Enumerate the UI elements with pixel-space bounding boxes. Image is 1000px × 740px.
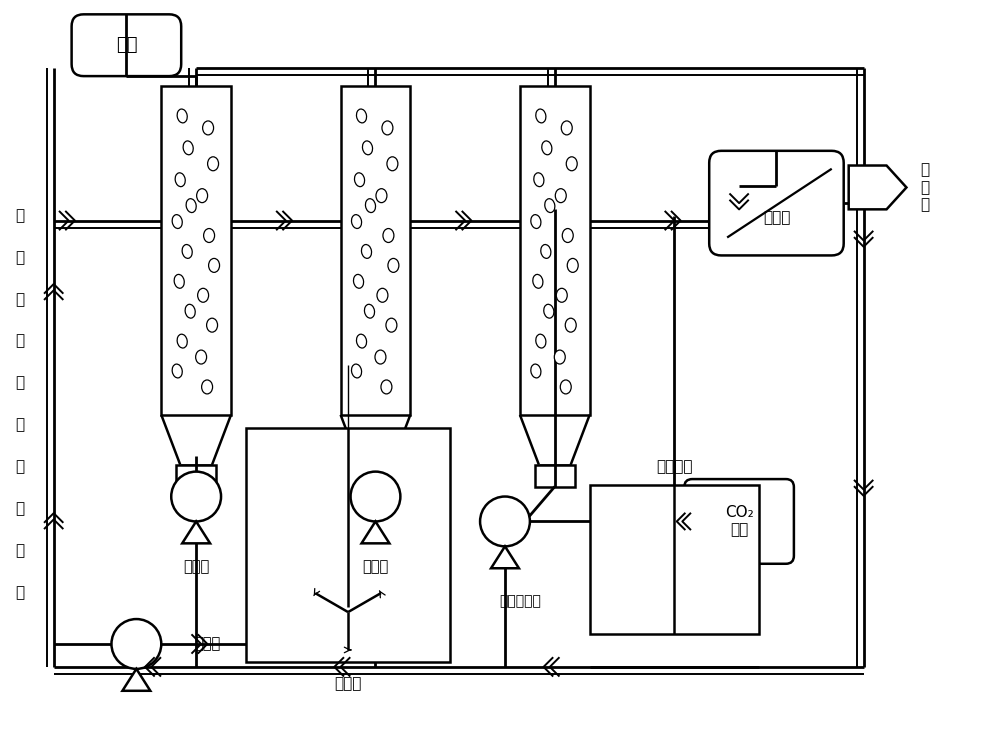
Ellipse shape: [531, 364, 541, 378]
Text: 反: 反: [15, 501, 24, 516]
Ellipse shape: [351, 364, 362, 378]
Polygon shape: [362, 522, 389, 543]
Circle shape: [111, 619, 161, 669]
Ellipse shape: [202, 380, 213, 394]
Text: 式: 式: [15, 375, 24, 391]
Polygon shape: [182, 522, 210, 543]
Ellipse shape: [174, 275, 184, 289]
Ellipse shape: [365, 199, 376, 212]
Ellipse shape: [351, 215, 362, 229]
Ellipse shape: [356, 334, 367, 348]
Bar: [356, 465, 395, 487]
Bar: [246, 428, 450, 662]
Text: 器: 器: [15, 585, 24, 599]
Ellipse shape: [172, 364, 182, 378]
Bar: [176, 465, 216, 487]
Bar: [161, 86, 231, 415]
Ellipse shape: [377, 289, 388, 302]
Text: 多: 多: [15, 208, 24, 223]
Text: 泥浆泵: 泥浆泵: [362, 559, 389, 574]
Ellipse shape: [554, 350, 565, 364]
Ellipse shape: [361, 244, 372, 258]
Ellipse shape: [560, 380, 571, 394]
FancyBboxPatch shape: [72, 14, 181, 76]
Ellipse shape: [565, 318, 576, 332]
Ellipse shape: [354, 173, 365, 186]
Text: 泥浆泵: 泥浆泵: [183, 559, 209, 574]
Text: 碳
酸
钙: 碳 酸 钙: [920, 163, 930, 212]
Ellipse shape: [541, 244, 551, 258]
Ellipse shape: [183, 141, 193, 155]
Bar: [590, 485, 759, 634]
Polygon shape: [122, 669, 150, 691]
Ellipse shape: [375, 350, 386, 364]
Ellipse shape: [531, 215, 541, 229]
Ellipse shape: [562, 229, 573, 243]
Text: 泥浆泵: 泥浆泵: [194, 636, 220, 651]
Polygon shape: [849, 166, 906, 209]
Ellipse shape: [534, 173, 544, 186]
Ellipse shape: [203, 121, 214, 135]
Ellipse shape: [545, 199, 555, 212]
Ellipse shape: [175, 173, 185, 186]
Text: 级: 级: [15, 250, 24, 265]
Ellipse shape: [185, 304, 195, 318]
Ellipse shape: [196, 350, 207, 364]
Ellipse shape: [388, 258, 399, 272]
Ellipse shape: [383, 229, 394, 243]
Text: 热交换器: 热交换器: [656, 459, 693, 474]
Ellipse shape: [387, 157, 398, 171]
Ellipse shape: [186, 199, 196, 212]
Ellipse shape: [376, 189, 387, 203]
Text: 流: 流: [15, 334, 24, 349]
Polygon shape: [491, 546, 519, 568]
Ellipse shape: [364, 304, 375, 318]
Ellipse shape: [177, 109, 187, 123]
Ellipse shape: [182, 244, 192, 258]
Text: 气力输送泵: 气力输送泵: [499, 594, 541, 608]
Ellipse shape: [555, 189, 566, 203]
Ellipse shape: [542, 141, 552, 155]
Text: 射: 射: [15, 292, 24, 307]
Ellipse shape: [362, 141, 373, 155]
Ellipse shape: [356, 109, 367, 123]
Ellipse shape: [204, 229, 215, 243]
Ellipse shape: [353, 275, 364, 289]
Circle shape: [171, 471, 221, 522]
Ellipse shape: [536, 109, 546, 123]
Circle shape: [480, 497, 530, 546]
Ellipse shape: [566, 157, 577, 171]
Circle shape: [351, 471, 400, 522]
Bar: [520, 86, 590, 415]
Text: 应: 应: [15, 543, 24, 558]
FancyBboxPatch shape: [684, 479, 794, 564]
Bar: [535, 465, 575, 487]
Ellipse shape: [198, 289, 209, 302]
Ellipse shape: [382, 121, 393, 135]
Ellipse shape: [536, 334, 546, 348]
Ellipse shape: [197, 189, 208, 203]
Ellipse shape: [208, 157, 219, 171]
Ellipse shape: [381, 380, 392, 394]
Ellipse shape: [172, 215, 182, 229]
Text: 全: 全: [15, 417, 24, 432]
Bar: [341, 86, 410, 415]
Ellipse shape: [386, 318, 397, 332]
Text: 过滤器: 过滤器: [763, 210, 790, 225]
FancyBboxPatch shape: [709, 151, 844, 255]
Ellipse shape: [209, 258, 220, 272]
Text: 矿浆槽: 矿浆槽: [334, 676, 362, 691]
Ellipse shape: [544, 304, 554, 318]
Ellipse shape: [556, 289, 567, 302]
Ellipse shape: [561, 121, 572, 135]
Text: 混: 混: [15, 459, 24, 474]
Ellipse shape: [567, 258, 578, 272]
Text: CO₂
废气: CO₂ 废气: [725, 505, 753, 538]
Ellipse shape: [533, 275, 543, 289]
Text: 尾气: 尾气: [116, 36, 137, 54]
Ellipse shape: [207, 318, 218, 332]
Ellipse shape: [177, 334, 187, 348]
